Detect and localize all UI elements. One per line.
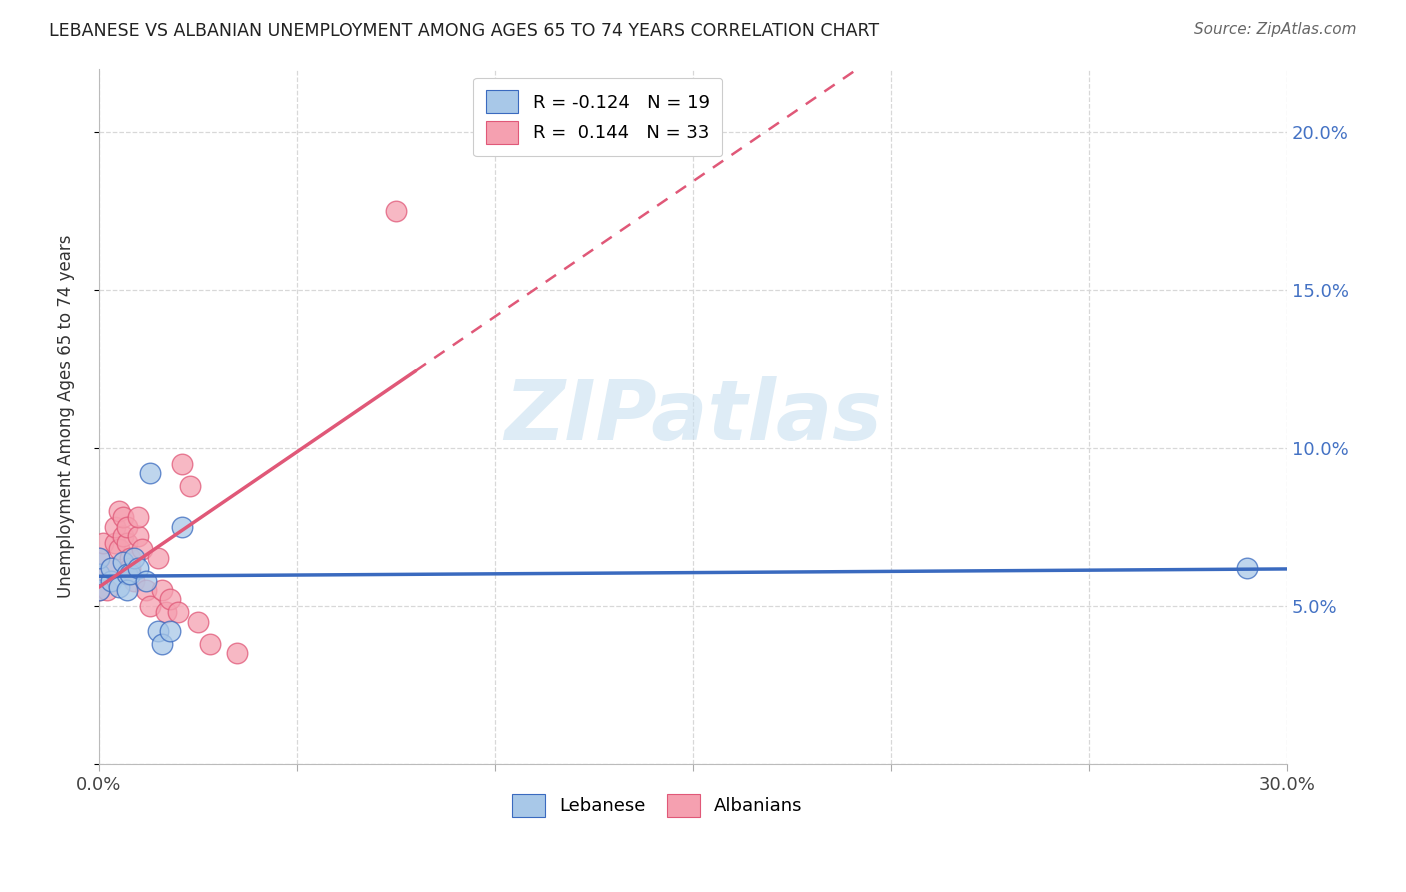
Text: ZIPatlas: ZIPatlas (503, 376, 882, 457)
Point (150, 582, 173, 597)
Point (148, 551, 170, 566)
Point (170, 457, 193, 471)
Point (135, 574, 157, 588)
Point (159, 624, 181, 638)
Point (155, 605, 177, 619)
Point (131, 541, 153, 556)
Point (96, 582, 118, 597)
Point (87, 567, 110, 582)
Point (87, 551, 110, 566)
Point (170, 520, 193, 534)
Point (198, 637, 221, 651)
Point (87, 582, 110, 597)
Point (124, 551, 146, 566)
Point (1236, 561, 1258, 575)
Point (385, 203, 408, 218)
Point (100, 574, 122, 588)
Point (107, 580, 129, 594)
Point (120, 551, 142, 566)
Point (100, 561, 122, 575)
Point (115, 535, 138, 549)
Point (120, 561, 142, 575)
Point (135, 582, 157, 597)
Point (124, 574, 146, 588)
Point (111, 529, 134, 543)
Point (127, 561, 149, 575)
Point (179, 479, 201, 493)
Point (139, 466, 162, 480)
Point (115, 567, 138, 582)
Point (104, 535, 127, 549)
Point (226, 646, 249, 660)
Point (100, 561, 122, 575)
Point (187, 615, 209, 629)
Text: Source: ZipAtlas.com: Source: ZipAtlas.com (1194, 22, 1357, 37)
Point (167, 605, 190, 619)
Point (91, 535, 114, 549)
Y-axis label: Unemployment Among Ages 65 to 74 years: Unemployment Among Ages 65 to 74 years (58, 235, 75, 598)
Point (87, 582, 110, 597)
Point (107, 541, 129, 556)
Point (115, 520, 138, 534)
Point (148, 624, 170, 638)
Point (150, 637, 173, 651)
Point (139, 599, 162, 613)
Point (111, 555, 134, 569)
Legend: Lebanese, Albanians: Lebanese, Albanians (505, 787, 810, 824)
Point (107, 504, 129, 518)
Point (127, 510, 149, 524)
Point (104, 520, 127, 534)
Point (115, 582, 138, 597)
Point (87, 551, 110, 566)
Point (127, 529, 149, 543)
Point (159, 592, 181, 607)
Point (120, 567, 142, 582)
Point (111, 510, 134, 524)
Text: LEBANESE VS ALBANIAN UNEMPLOYMENT AMONG AGES 65 TO 74 YEARS CORRELATION CHART: LEBANESE VS ALBANIAN UNEMPLOYMENT AMONG … (49, 22, 879, 40)
Point (87, 567, 110, 582)
